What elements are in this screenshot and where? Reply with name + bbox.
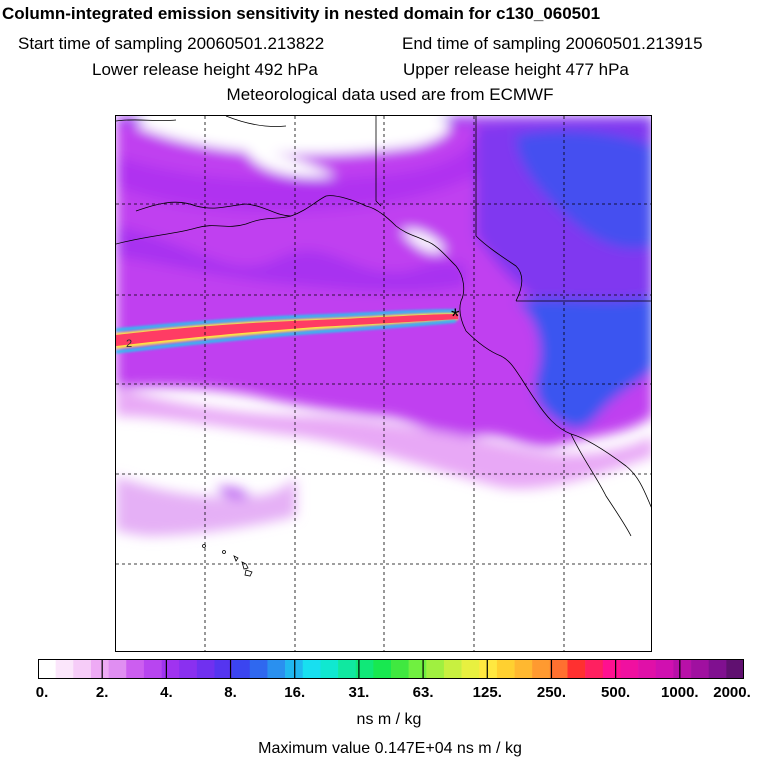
colorbar-segment [143, 659, 162, 679]
sensitivity-map: 2 * [115, 115, 652, 652]
colorbar-segment [196, 659, 215, 679]
colorbar-tick-label: 63. [412, 684, 434, 701]
colorbar-segment [391, 659, 409, 679]
colorbar-segment [126, 659, 145, 679]
colorbar-tick-label: 2. [95, 684, 109, 701]
colorbar-tick-label: 125. [472, 684, 502, 701]
colorbar-segment [620, 659, 639, 679]
end-time-label: End time of sampling 20060501.213915 [402, 34, 703, 53]
colorbar-tick-label: 16. [284, 684, 306, 701]
map-canvas: 2 * [116, 116, 651, 651]
colorbar-segment [496, 659, 515, 679]
coastlines [116, 116, 651, 577]
colorbar-segment [514, 659, 533, 679]
colorbar-segment [726, 659, 744, 679]
colorbar-segment [655, 659, 674, 679]
colorbar-segment [108, 659, 127, 679]
colorbar-segment [567, 659, 586, 679]
colorbar-segment [549, 659, 568, 679]
contour-label: 2 [126, 338, 132, 350]
colorbar-segment [320, 659, 339, 679]
colorbar-tick-label: 8. [224, 684, 237, 701]
colorbar-segment [426, 659, 445, 679]
colorbar-segment [249, 659, 268, 679]
colorbar-segment [90, 659, 109, 679]
colorbar-segment [232, 659, 251, 679]
colorbar-segment [408, 659, 427, 679]
colorbar [38, 659, 744, 679]
met-data-label: Meteorological data used are from ECMWF [226, 85, 554, 104]
colorbar-tick-label: 500. [601, 684, 631, 701]
colorbar-segment [532, 659, 551, 679]
colorbar-segment [691, 659, 709, 679]
colorbar-segment [73, 659, 92, 679]
colorbar-segment [673, 659, 692, 679]
lower-height-label: Lower release height 492 hPa [92, 60, 318, 79]
colorbar-segment [179, 659, 198, 679]
colorbar-segment [338, 659, 356, 679]
colorbar-segment [373, 659, 392, 679]
colorbar-segment [443, 659, 462, 679]
upper-height-label: Upper release height 477 hPa [403, 60, 629, 79]
colorbar-segment [461, 659, 480, 679]
colorbar-segment [161, 659, 180, 679]
plot-title: Column-integrated emission sensitivity i… [2, 4, 601, 23]
sensitivity-field [116, 116, 651, 536]
colorbar-segment [267, 659, 286, 679]
colorbar-tick-label: 1000. [661, 684, 699, 701]
colorbar-tick-label: 31. [348, 684, 370, 701]
colorbar-border [38, 659, 744, 679]
colorbar-segment [214, 659, 233, 679]
colorbar-segment [285, 659, 304, 679]
maximum-value-label: Maximum value 0.147E+04 ns m / kg [258, 740, 522, 757]
plume-trajectory: 2 [116, 309, 458, 354]
colorbar-segment [479, 659, 498, 679]
colorbar-segment [355, 659, 374, 679]
start-time-label: Start time of sampling 20060501.213822 [18, 34, 325, 53]
colorbar-segment [55, 659, 74, 679]
colorbar-segment [302, 659, 321, 679]
colorbar-segment [708, 659, 727, 679]
colorbar-segment [585, 659, 604, 679]
colorbar-segment [602, 659, 621, 679]
colorbar-tick-label: 0. [35, 684, 49, 701]
colorbar-tick-label: 250. [536, 684, 567, 701]
release-location-marker: * [451, 304, 460, 329]
colorbar-tick-label: 2000. [713, 684, 751, 701]
colorbar-tick-label: 4. [160, 684, 173, 701]
colorbar-units: ns m / kg [356, 711, 422, 728]
colorbar-segment [38, 659, 56, 679]
colorbar-segment [638, 659, 657, 679]
